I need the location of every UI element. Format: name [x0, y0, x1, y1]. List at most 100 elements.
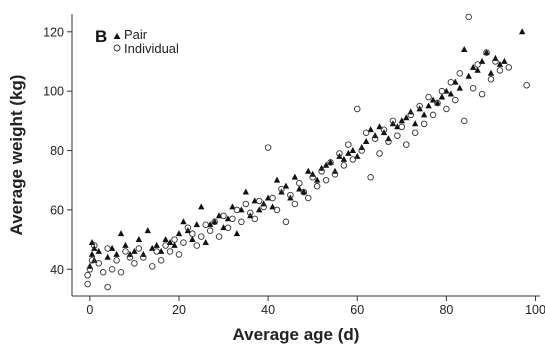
- point-individual: [260, 203, 267, 211]
- x-tick-label: 0: [86, 303, 93, 317]
- point-individual: [198, 233, 205, 240]
- point-individual: [403, 141, 410, 148]
- y-ticks: 40 60 80 100 120: [43, 25, 72, 277]
- point-individual: [166, 248, 174, 255]
- point-pair: [412, 120, 419, 127]
- point-individual: [117, 269, 125, 276]
- point-individual: [215, 233, 223, 240]
- point-individual: [108, 266, 116, 273]
- point-individual: [238, 218, 245, 226]
- point-individual: [84, 280, 91, 288]
- point-pair: [420, 111, 428, 118]
- point-pair: [429, 96, 437, 103]
- point-individual: [367, 174, 374, 181]
- point-individual: [131, 260, 138, 267]
- point-individual: [296, 179, 303, 187]
- y-tick-label: 80: [50, 144, 64, 158]
- point-individual: [171, 236, 178, 243]
- point-individual: [122, 248, 129, 255]
- legend-marker-pair: [113, 33, 121, 39]
- point-pair: [95, 247, 102, 254]
- point-individual: [233, 206, 241, 214]
- point-pair: [300, 188, 307, 195]
- point-pair: [144, 227, 151, 234]
- point-pair: [269, 203, 276, 210]
- point-individual: [95, 260, 102, 267]
- point-individual: [193, 242, 201, 249]
- point-individual: [371, 135, 379, 142]
- point-pair: [171, 241, 178, 248]
- legend-label-individual: Individual: [124, 41, 179, 56]
- point-individual: [331, 171, 339, 178]
- point-pair: [233, 230, 241, 237]
- point-pair: [447, 90, 455, 97]
- point-pair: [131, 247, 138, 254]
- point-individual: [104, 245, 111, 252]
- point-individual: [251, 215, 258, 223]
- point-individual: [483, 49, 490, 56]
- point-individual: [394, 132, 401, 139]
- point-pair: [345, 149, 352, 156]
- point-individual: [327, 159, 334, 166]
- point-pair: [474, 66, 481, 73]
- point-pair: [291, 173, 299, 180]
- point-pair: [322, 161, 330, 168]
- point-individual: [104, 283, 111, 291]
- point-pair: [456, 84, 463, 91]
- point-individual: [322, 176, 330, 184]
- point-individual: [420, 120, 428, 128]
- point-individual: [291, 200, 299, 208]
- point-individual: [362, 129, 370, 136]
- point-individual: [300, 188, 308, 196]
- point-individual: [309, 174, 316, 181]
- x-ticks: 0 20 40 60 80 100: [86, 296, 545, 317]
- x-tick-label: 80: [439, 303, 453, 317]
- point-pair: [282, 182, 290, 189]
- y-tick-label: 60: [50, 203, 64, 217]
- point-individual: [438, 87, 446, 95]
- point-individual: [175, 251, 183, 258]
- point-pair: [354, 152, 361, 159]
- point-pair: [465, 72, 472, 79]
- point-individual: [474, 61, 481, 68]
- point-pair: [313, 176, 321, 183]
- point-individual: [206, 227, 214, 234]
- point-individual: [492, 58, 499, 65]
- point-pair: [189, 236, 196, 242]
- point-individual: [465, 13, 472, 21]
- point-pair: [88, 250, 96, 257]
- point-pair: [461, 46, 468, 53]
- point-individual: [304, 194, 312, 202]
- point-individual: [84, 271, 91, 279]
- point-individual: [180, 239, 187, 246]
- point-pair: [202, 238, 209, 245]
- point-individual: [189, 230, 196, 237]
- point-individual: [380, 126, 388, 134]
- point-pair: [256, 206, 263, 213]
- point-pair: [175, 230, 183, 237]
- point-individual: [269, 194, 276, 202]
- point-individual: [469, 84, 477, 92]
- point-pair: [349, 146, 356, 153]
- point-individual: [88, 257, 96, 264]
- point-pair: [518, 28, 526, 35]
- point-individual: [229, 215, 236, 223]
- point-individual: [162, 242, 169, 249]
- point-pair: [211, 218, 218, 225]
- point-pair: [469, 63, 477, 70]
- point-individual: [429, 111, 437, 119]
- point-pair: [113, 250, 120, 257]
- x-tick-label: 20: [172, 303, 186, 317]
- point-pair: [153, 241, 160, 248]
- point-individual: [287, 191, 294, 199]
- point-individual: [349, 156, 357, 163]
- legend-label-pair: Pair: [124, 27, 148, 42]
- point-individual: [126, 254, 134, 261]
- point-individual: [385, 138, 392, 145]
- point-pair: [104, 253, 111, 260]
- point-pair: [483, 48, 490, 55]
- point-individual: [184, 224, 192, 231]
- point-pair: [305, 167, 312, 174]
- point-pair: [362, 138, 370, 145]
